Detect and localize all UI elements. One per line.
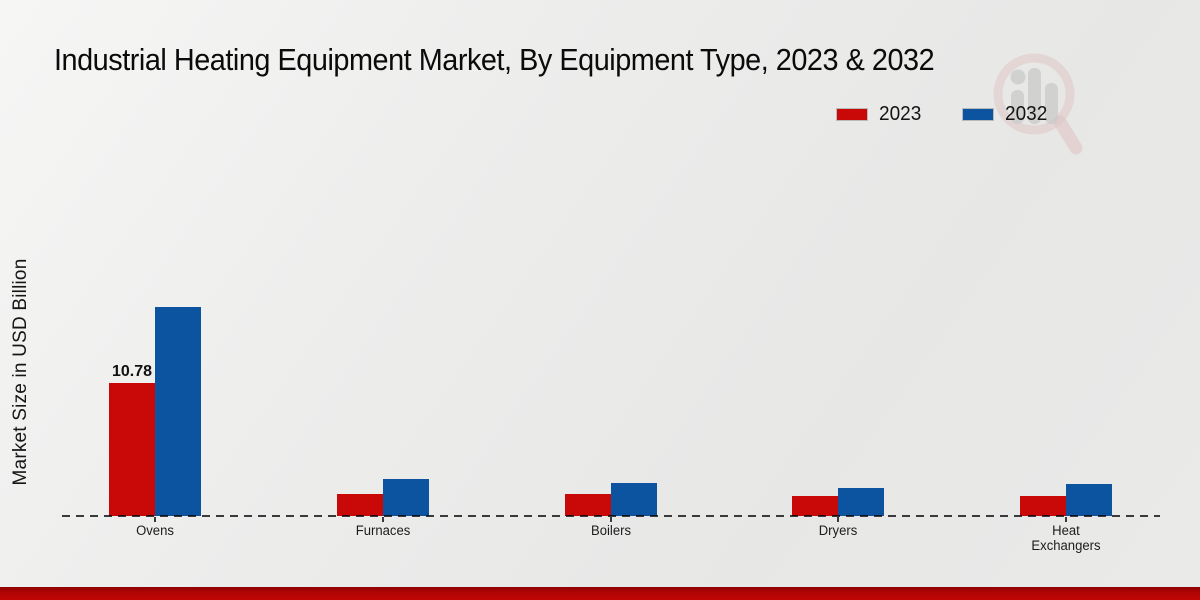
value-label-2023-ovens: 10.78 xyxy=(111,362,153,380)
magnifier-ring-icon xyxy=(993,53,1075,135)
brand-watermark-logo xyxy=(993,53,1083,155)
category-label-ovens: Ovens xyxy=(136,523,174,538)
bar-2032-boilers xyxy=(611,482,657,516)
category-label-furnaces: Furnaces xyxy=(355,523,411,538)
legend: 2023 2032 xyxy=(836,103,1049,126)
bar-2023-dryers xyxy=(792,496,838,516)
bar-glyph-left xyxy=(1011,90,1024,124)
bar-2032-furnaces xyxy=(383,478,429,516)
figure-head-icon xyxy=(1010,69,1026,85)
category-label-boilers: Boilers xyxy=(590,523,632,538)
footer-bar xyxy=(0,587,1200,600)
bar-2023-furnaces xyxy=(337,493,383,516)
x-axis-dashed-baseline xyxy=(62,515,1160,517)
category-label-dryers: Dryers xyxy=(818,523,858,538)
x-tick-furnaces xyxy=(382,517,384,522)
legend-label-2023: 2023 xyxy=(879,103,922,125)
bar-2023-ovens xyxy=(109,382,155,516)
x-tick-heat-exchangers xyxy=(1065,517,1067,522)
bar-2032-ovens xyxy=(155,307,201,516)
bar-2032-heat-exchangers xyxy=(1066,483,1112,516)
x-tick-ovens xyxy=(154,517,156,522)
legend-label-2032: 2032 xyxy=(1004,103,1047,125)
magnifier-handle-icon xyxy=(1053,115,1083,155)
legend-swatch-2023 xyxy=(836,108,868,121)
legend-item-2032: 2032 xyxy=(961,103,1050,126)
bar-glyph-right xyxy=(1045,83,1058,124)
bar-glyph-center xyxy=(1028,68,1041,124)
bar-2023-boilers xyxy=(565,493,611,516)
x-tick-boilers xyxy=(610,517,612,522)
chart-title: Industrial Heating Equipment Market, By … xyxy=(54,42,935,77)
legend-item-2023: 2023 xyxy=(836,103,924,126)
bar-2032-dryers xyxy=(838,487,884,516)
legend-swatch-2032 xyxy=(961,108,994,121)
category-label-heat-exchangers: Heat Exchangers xyxy=(1031,523,1101,553)
x-tick-dryers xyxy=(837,517,839,522)
bar-2023-heat-exchangers xyxy=(1020,496,1066,516)
